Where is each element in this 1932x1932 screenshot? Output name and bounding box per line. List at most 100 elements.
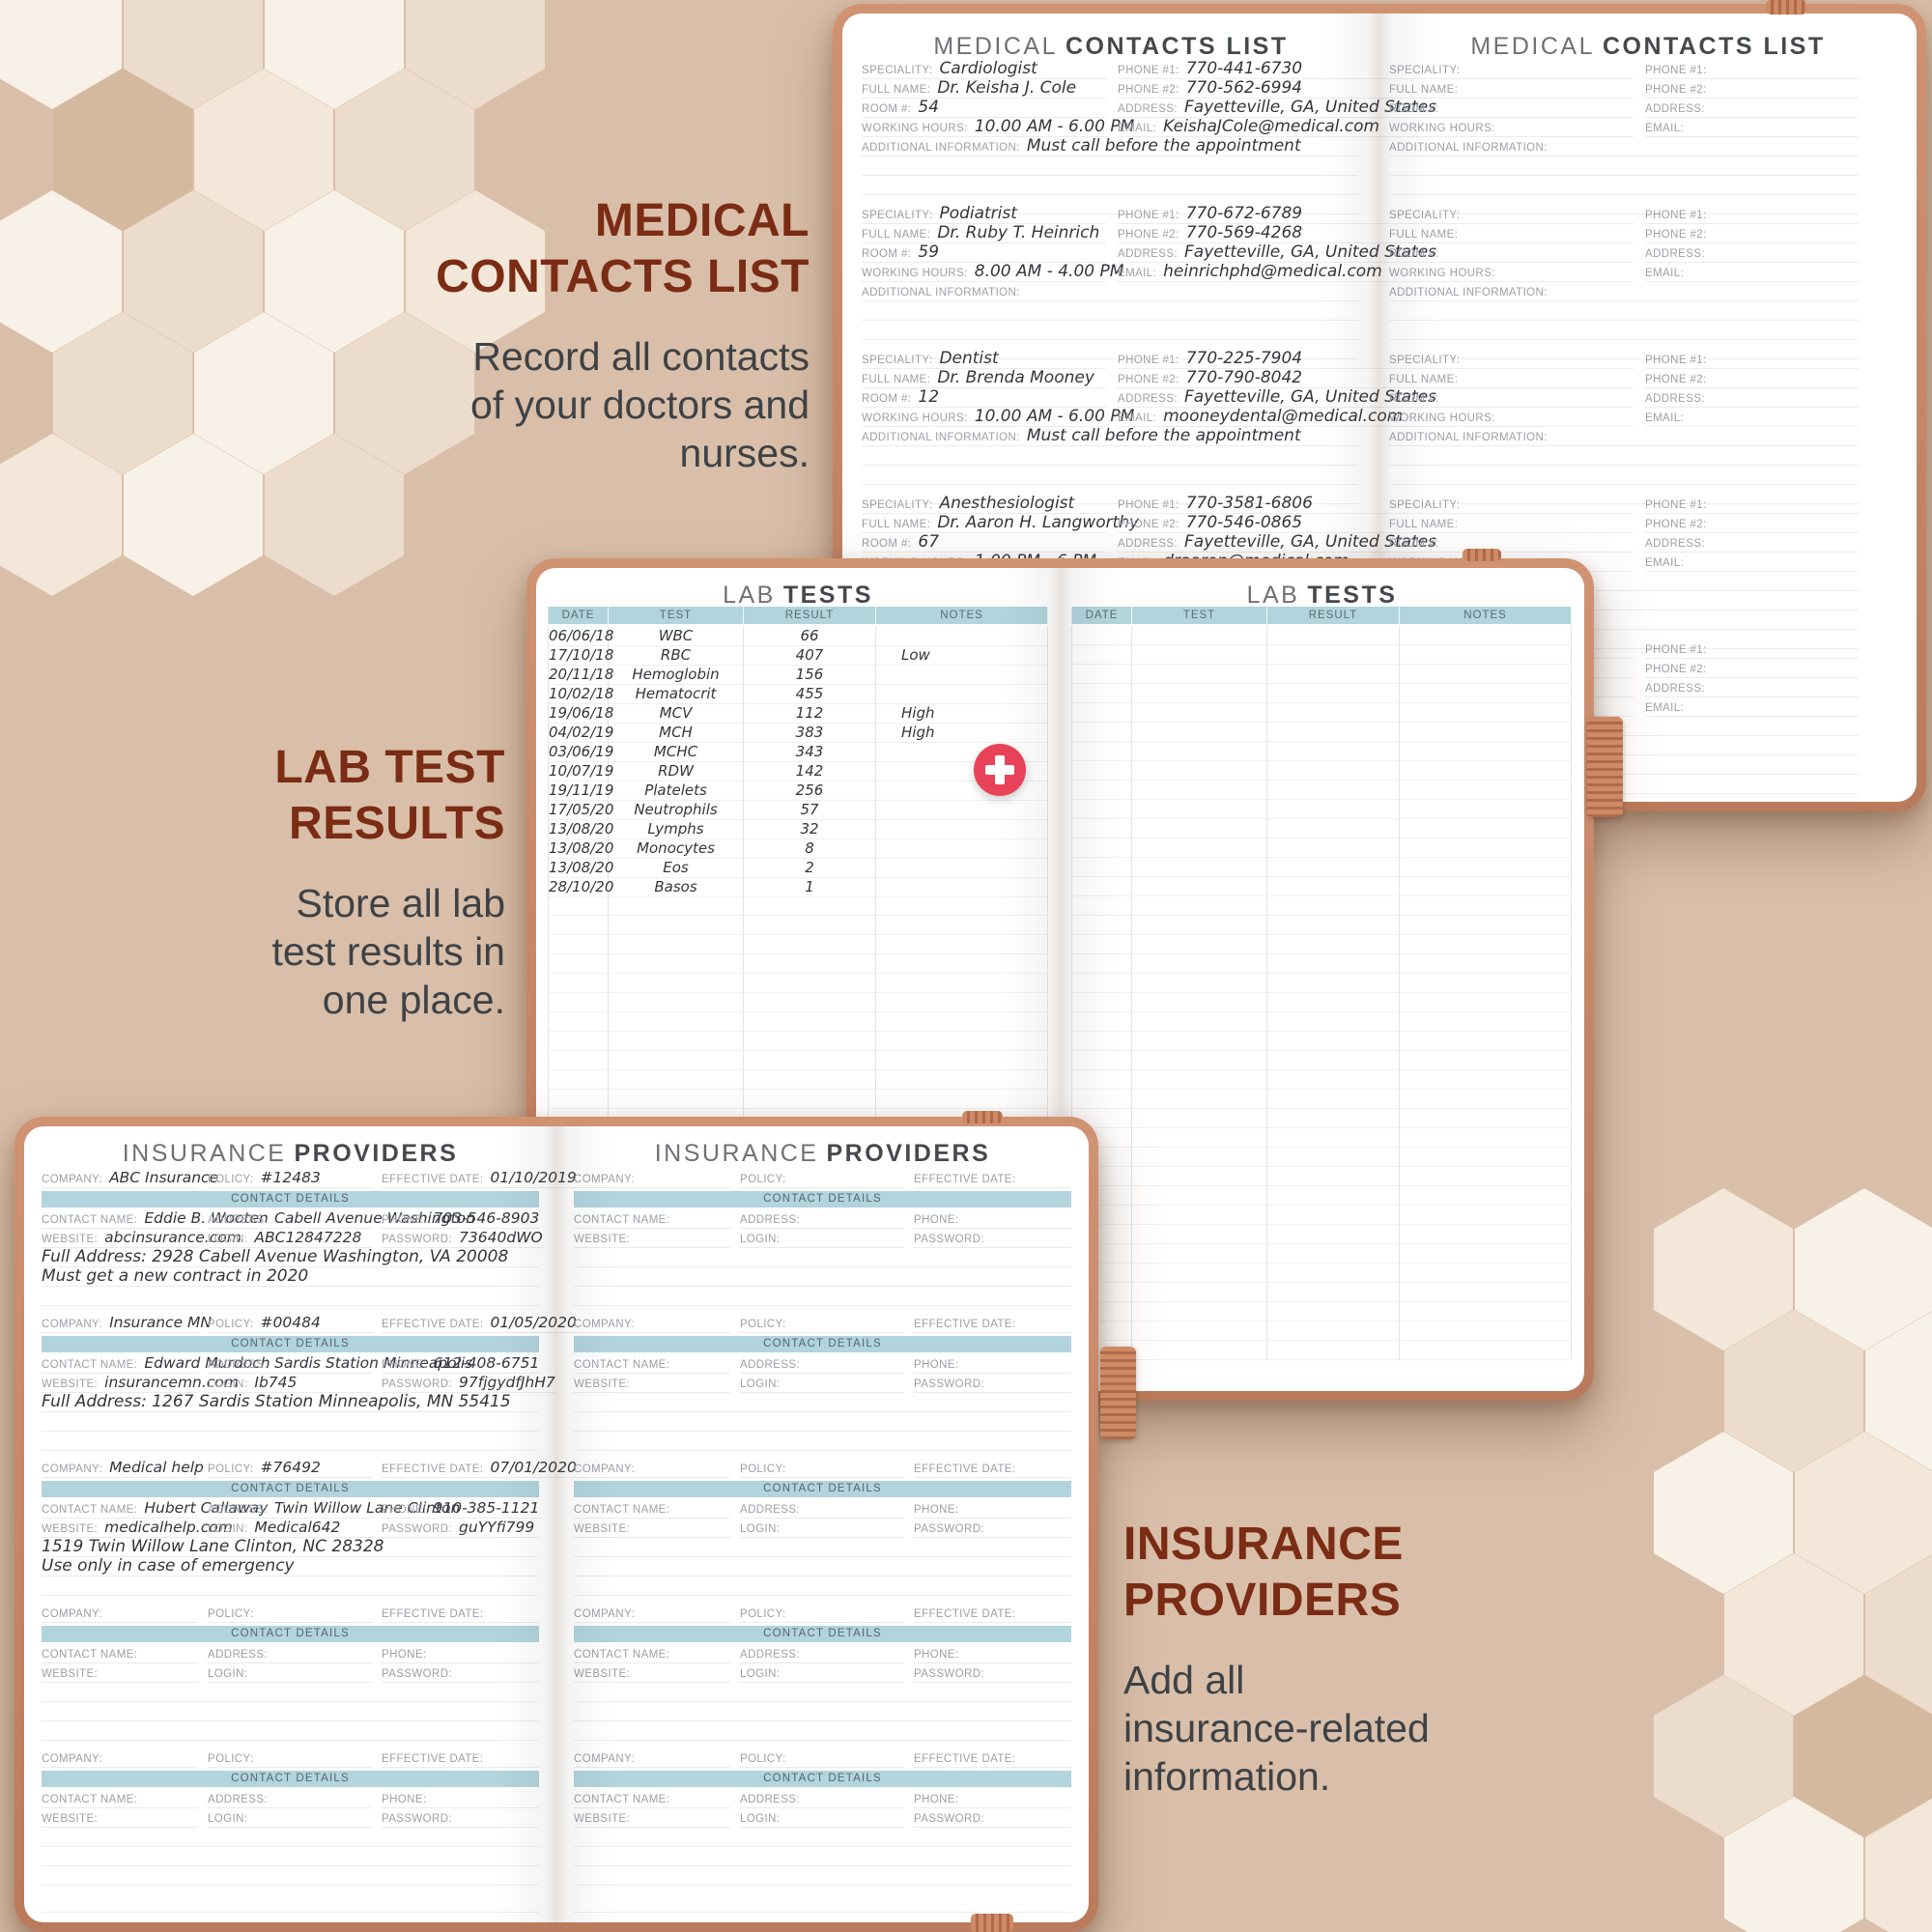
lab-test: Basos xyxy=(609,877,744,897)
phone2-field: PHONE #2: xyxy=(1645,224,1859,243)
note-line: Full Address: 1267 Sardis Station Minnea… xyxy=(42,1393,539,1412)
lab-date: 13/08/20 xyxy=(548,819,614,839)
website-label: WEBSITE: xyxy=(42,1378,99,1390)
policy-label: POLICY: xyxy=(740,1319,786,1330)
lab-column-header: DATE xyxy=(1071,607,1132,624)
company-label: COMPANY: xyxy=(42,1174,103,1185)
blank-line xyxy=(42,1432,539,1451)
marketing-insurance: INSURANCE PROVIDERS Add all insurance-re… xyxy=(1123,1499,1684,1818)
login-field: LOGIN: xyxy=(740,1663,904,1683)
note-line xyxy=(42,1847,539,1866)
lab-notes xyxy=(876,800,1048,820)
contact-name-field: CONTACT NAME: xyxy=(42,1644,198,1663)
blank-line xyxy=(1389,775,1859,794)
lab-test xyxy=(1132,1070,1267,1090)
lab-notes xyxy=(1400,665,1572,684)
speciality-label: SPECIALITY: xyxy=(862,65,933,76)
website-field: WEBSITE: insurancemn.com xyxy=(42,1374,239,1393)
lab-notes: High xyxy=(876,723,1048,743)
speciality-label: SPECIALITY: xyxy=(862,355,933,366)
blank-lines xyxy=(42,1893,539,1922)
room-label: ROOM #: xyxy=(862,393,912,405)
lab-row: 10/02/18 Hematocrit 455 xyxy=(548,684,1048,704)
working-hours-value: 10.00 AM - 6.00 PM xyxy=(974,407,1135,426)
company-value: Medical help xyxy=(109,1459,204,1476)
policy-field: POLICY: xyxy=(740,1169,904,1188)
website-field: WEBSITE: xyxy=(574,1808,730,1828)
phone2-value: 770-562-6994 xyxy=(1185,78,1303,98)
phone-field: PHONE: xyxy=(382,1644,539,1663)
phone1-field: PHONE #1: xyxy=(1645,639,1859,659)
policy-label: POLICY: xyxy=(208,1608,254,1620)
lab-column-header: RESULT xyxy=(1267,607,1400,624)
login-field: LOGIN: xyxy=(740,1229,904,1248)
insurance-entry: COMPANY: POLICY: EFFECTIVE DATE: CONTACT DE… xyxy=(574,1459,1071,1596)
marketing-insurance-description: Add all insurance-related information. xyxy=(1123,1658,1430,1799)
lab-date xyxy=(1071,1032,1132,1051)
address-field: ADDRESS: xyxy=(208,1789,372,1808)
lab-result xyxy=(744,916,876,935)
website-label: WEBSITE: xyxy=(42,1234,99,1245)
contact-name-field: CONTACT NAME: Edward Murdoch xyxy=(42,1354,270,1374)
insurance-entry: COMPANY: ABC Insurance POLICY: #12483 EFFECT… xyxy=(42,1169,577,1306)
policy-label: POLICY: xyxy=(740,1753,786,1765)
contact-details-band: CONTACT DETAILS xyxy=(42,1481,539,1497)
speciality-value: Cardiologist xyxy=(939,59,1037,78)
blank-line xyxy=(862,156,1358,176)
insurance-entry: COMPANY: POLICY: EFFECTIVE DATE: CONTACT DE… xyxy=(574,1604,1071,1741)
full-name-field: FULL NAME: Dr. Aaron H. Langworthy xyxy=(862,514,1139,533)
lab-row xyxy=(548,1090,1048,1109)
lab-notes xyxy=(1400,703,1572,723)
lab-date: 17/10/18 xyxy=(548,645,614,666)
lab-test xyxy=(1132,1167,1267,1186)
note-line: Use only in case of emergency xyxy=(42,1557,539,1577)
lab-notes xyxy=(1400,877,1572,896)
lab-column-header: NOTES xyxy=(876,607,1048,624)
blank-line xyxy=(1389,156,1859,176)
lab-date xyxy=(1071,993,1132,1012)
speciality-field: SPECIALITY: Dentist xyxy=(862,350,1106,369)
note-text: Full Address: 1267 Sardis Station Minnea… xyxy=(42,1392,511,1411)
company-label: COMPANY: xyxy=(42,1319,103,1330)
company-label: COMPANY: xyxy=(574,1608,636,1620)
password-field: PASSWORD: xyxy=(382,1808,539,1828)
contact-details-band: CONTACT DETAILS xyxy=(42,1771,539,1787)
lab-date xyxy=(548,935,609,954)
website-field: WEBSITE: xyxy=(42,1808,198,1828)
lab-notes xyxy=(1400,1341,1572,1360)
elastic-band xyxy=(1100,1347,1136,1439)
phone-label: PHONE: xyxy=(382,1214,427,1226)
lab-notes xyxy=(1400,1225,1572,1244)
room-field: ROOM #: xyxy=(1389,243,1634,263)
lab-notes xyxy=(1400,1070,1572,1090)
note-line xyxy=(574,1248,1071,1267)
lab-row xyxy=(1071,1148,1572,1167)
lab-row xyxy=(1071,1302,1572,1321)
blank-line xyxy=(1389,446,1859,466)
blank-line xyxy=(862,195,1358,214)
lab-column-header: TEST xyxy=(1132,607,1267,624)
lab-result xyxy=(1267,761,1400,781)
website-label: WEBSITE: xyxy=(574,1813,631,1825)
speciality-label: SPECIALITY: xyxy=(1389,355,1461,366)
lab-date xyxy=(1071,896,1132,916)
insurance-notebook: INSURANCE PROVIDERS INSURANCE PROVIDERS CO… xyxy=(14,1117,1098,1932)
lab-notes xyxy=(1400,974,1572,993)
contact-name-label: CONTACT NAME: xyxy=(574,1504,670,1516)
lab-notes xyxy=(876,954,1048,974)
lab-test xyxy=(609,1032,744,1051)
lab-column-header: DATE xyxy=(548,607,609,624)
lab-date xyxy=(548,974,609,993)
password-label: PASSWORD: xyxy=(914,1813,985,1825)
lab-date: 06/06/18 xyxy=(548,626,614,646)
room-label: ROOM #: xyxy=(1389,538,1439,550)
password-label: PASSWORD: xyxy=(914,1378,985,1390)
full-name-label: FULL NAME: xyxy=(1389,229,1459,241)
blank-line xyxy=(574,1721,1071,1741)
lab-notes xyxy=(1400,1032,1572,1051)
phone1-label: PHONE #1: xyxy=(1645,210,1707,221)
speciality-value: Podiatrist xyxy=(939,204,1017,223)
additional-information-value: Must call before the appointment xyxy=(1026,136,1301,156)
working-hours-value: 8.00 AM - 4.00 PM xyxy=(974,262,1124,281)
email-label: EMAIL: xyxy=(1645,123,1685,134)
